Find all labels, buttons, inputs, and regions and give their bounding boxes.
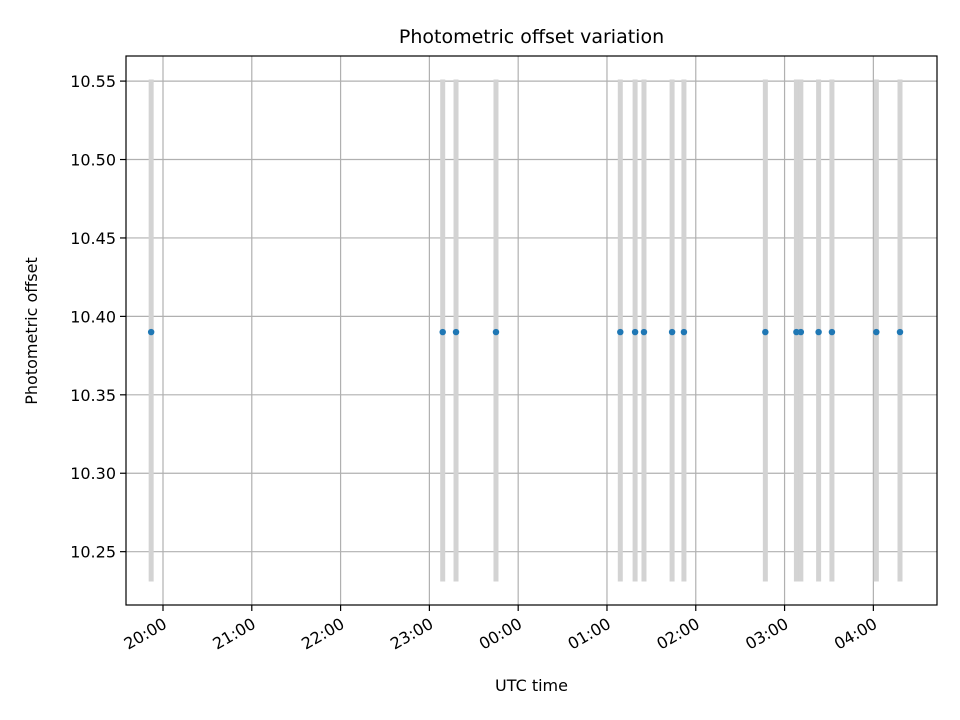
data-point: [492, 328, 500, 336]
data-points: [147, 328, 904, 336]
y-tick-label: 10.30: [70, 464, 116, 483]
x-axis-ticks: 20:00 21:00 22:00 23:00 00:00 01:00 02:00 03:00…: [121, 605, 880, 654]
x-tick-label: 22:00: [298, 614, 347, 654]
data-point: [873, 328, 880, 336]
y-tick-label: 10.50: [70, 151, 116, 170]
x-tick-label: 20:00: [121, 614, 170, 654]
data-point: [631, 328, 639, 336]
data-point: [668, 328, 676, 336]
data-point: [640, 328, 648, 336]
data-point: [896, 328, 904, 336]
y-tick-label: 10.55: [70, 72, 116, 91]
y-tick-label: 10.25: [70, 543, 116, 562]
grid-lines: [126, 56, 937, 605]
x-tick-label: 21:00: [209, 614, 258, 654]
error-bars: [148, 79, 903, 582]
y-tick-label: 10.35: [70, 386, 116, 405]
data-point: [680, 328, 688, 336]
data-point: [439, 328, 446, 336]
data-point: [617, 328, 624, 336]
y-tick-label: 10.40: [70, 307, 116, 326]
x-tick-label: 04:00: [831, 614, 880, 654]
plot-frame: [125, 55, 938, 606]
x-tick-label: 00:00: [476, 614, 525, 654]
x-tick-label: 01:00: [565, 614, 614, 654]
data-point: [452, 328, 460, 336]
x-tick-label: 02:00: [653, 614, 702, 654]
data-point: [793, 328, 800, 336]
data-point: [147, 328, 155, 336]
data-point: [797, 328, 805, 336]
data-point: [815, 328, 822, 336]
data-point: [828, 328, 836, 336]
x-tick-label: 23:00: [387, 614, 436, 654]
chart-title: Photometric offset variation: [399, 26, 664, 48]
y-axis-ticks: 10.25 10.30 10.35 10.40 10.45 10.50 10.55: [70, 72, 126, 562]
y-tick-label: 10.45: [70, 229, 116, 248]
data-point: [762, 328, 769, 336]
y-axis-label: Photometric offset: [22, 257, 41, 405]
x-tick-label: 03:00: [742, 614, 791, 654]
x-axis-label: UTC time: [495, 676, 568, 695]
